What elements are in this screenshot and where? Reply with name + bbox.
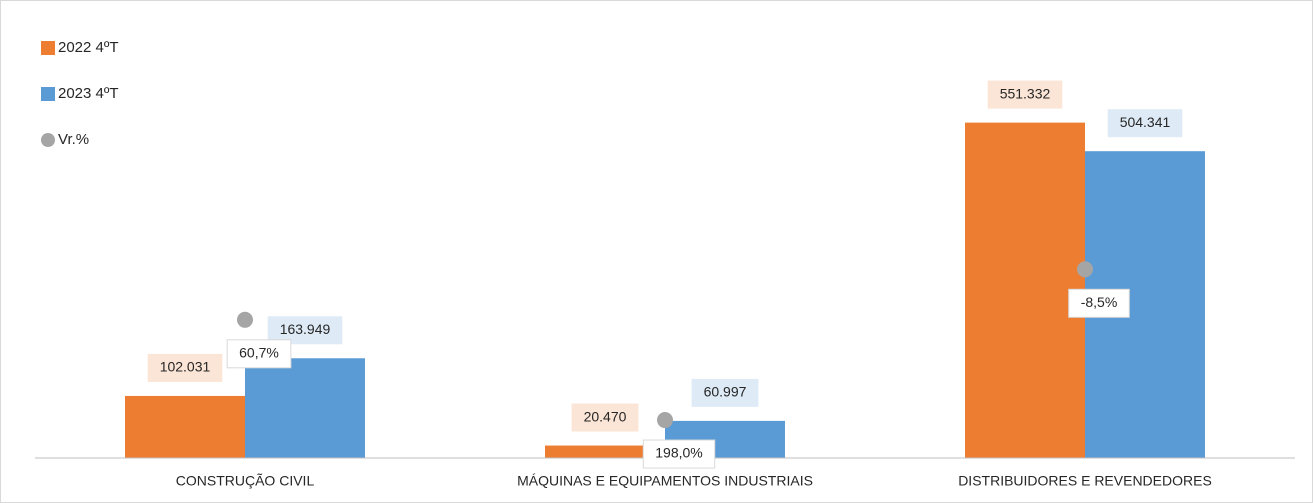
legend: 2022 4ºT 2023 4ºT Vr.% — [41, 39, 119, 148]
legend-swatch — [41, 41, 55, 55]
vr-dot — [1077, 261, 1093, 278]
value-label: -8,5% — [1081, 294, 1118, 310]
value-label: 551.332 — [1000, 85, 1051, 101]
value-label: 102.031 — [160, 359, 211, 375]
value-label-box — [1107, 109, 1183, 138]
bar — [245, 358, 365, 458]
legend-swatch — [41, 133, 55, 147]
x-tick-label: DISTRIBUIDORES E REVENDEDORES — [958, 473, 1212, 489]
value-label-box — [571, 403, 639, 432]
value-label: 198,0% — [655, 445, 702, 461]
bar — [965, 122, 1085, 458]
legend-label: Vr.% — [58, 131, 89, 148]
value-label: 60.997 — [704, 384, 747, 400]
legend-swatch — [41, 87, 55, 101]
legend-label: 2023 4ºT — [58, 85, 119, 102]
value-label-box — [226, 339, 292, 369]
value-label-box — [147, 353, 223, 382]
value-label-box — [1068, 288, 1130, 318]
value-label-box — [642, 439, 716, 469]
vr-dot — [237, 311, 253, 328]
value-label: 60,7% — [239, 345, 279, 361]
value-label-box — [987, 80, 1063, 109]
x-tick-label: CONSTRUÇÃO CIVIL — [176, 473, 315, 489]
value-label: 163.949 — [280, 321, 331, 337]
vr-dot — [657, 412, 673, 429]
bar — [545, 445, 665, 458]
x-tick-label: MÁQUINAS E EQUIPAMENTOS INDUSTRIAIS — [517, 473, 813, 489]
legend-label: 2022 4ºT — [58, 39, 119, 56]
bar — [125, 395, 245, 458]
value-label: 504.341 — [1120, 114, 1171, 130]
value-label-box — [691, 378, 759, 407]
value-label: 20.470 — [584, 408, 627, 424]
